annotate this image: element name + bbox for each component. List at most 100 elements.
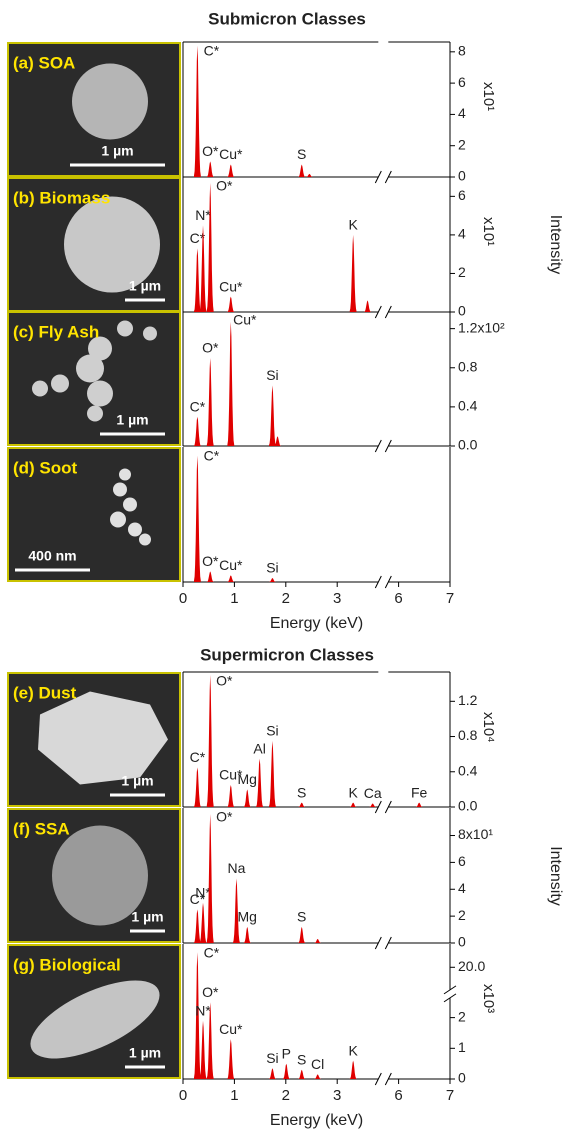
- axis-break: [384, 1072, 392, 1086]
- x-tick-label: 0: [179, 590, 187, 607]
- x-tick-label: 7: [446, 590, 454, 607]
- peak: [206, 182, 214, 312]
- y-tick-label: 0: [458, 303, 466, 319]
- peak: [282, 1063, 290, 1079]
- peak: [193, 909, 201, 943]
- peak-label: C*: [190, 398, 206, 414]
- peak-label: K: [348, 217, 358, 233]
- peak-label: Cu*: [233, 312, 257, 328]
- x-tick-label: 6: [394, 1087, 402, 1104]
- peak: [243, 789, 251, 807]
- peak: [298, 1069, 306, 1079]
- peak: [199, 902, 207, 943]
- particle-shape: [52, 825, 148, 926]
- axis-break: [443, 985, 457, 995]
- y-tick-label: 2: [458, 1008, 466, 1024]
- particle: [110, 468, 151, 546]
- y-tick-label: 0.4: [458, 398, 478, 414]
- x-tick-label: 0: [179, 1087, 187, 1104]
- y-tick-label: 8x10¹: [458, 826, 493, 842]
- peak-label: N*: [195, 207, 211, 223]
- x-tick-label: 1: [230, 1087, 238, 1104]
- particle: [64, 196, 160, 293]
- peak: [193, 248, 201, 312]
- y-break-gap: [447, 989, 453, 998]
- peak-label: Cu*: [219, 1021, 243, 1037]
- peak-label: Cu*: [219, 278, 243, 294]
- peak-label: S: [297, 909, 306, 925]
- particle: [30, 980, 160, 1059]
- peak-label: N*: [195, 1002, 211, 1018]
- particle-shape: [72, 63, 148, 140]
- y-tick-label: 2: [458, 907, 466, 923]
- y-axis-label: Intensity: [547, 846, 564, 906]
- x-tick-label: 7: [446, 1087, 454, 1104]
- section-title: Submicron Classes: [208, 9, 366, 28]
- peak-label: C*: [190, 891, 206, 907]
- axis-break: [374, 305, 382, 319]
- panel-label: (c) Fly Ash: [13, 322, 99, 341]
- y-multiplier: x10⁴: [480, 712, 497, 743]
- particle-shape: [110, 511, 126, 528]
- peak-label: S: [297, 784, 306, 800]
- peak: [233, 878, 240, 943]
- particle: [72, 63, 148, 140]
- y-axis-label: Intensity: [547, 215, 564, 275]
- axis-break: [384, 439, 392, 453]
- peak-label: Cu*: [219, 767, 243, 783]
- peak: [349, 234, 357, 312]
- peak: [193, 767, 201, 807]
- peak-label: O*: [202, 143, 219, 159]
- x-tick-label: 3: [333, 1087, 341, 1104]
- peak: [269, 578, 276, 582]
- scale-bar-label: 1 µm: [101, 143, 133, 159]
- particle-shape: [32, 380, 48, 397]
- peak-label: Si: [266, 560, 278, 576]
- panel-label: (e) Dust: [13, 683, 77, 702]
- y-tick-label: 20.0: [458, 958, 485, 974]
- peak-label: O*: [216, 673, 233, 689]
- y-tick-label: 2: [458, 264, 466, 280]
- peak-label: S: [297, 1051, 306, 1067]
- peak-label: P: [282, 1045, 291, 1061]
- scale-bar-label: 1 µm: [129, 278, 161, 294]
- peak-label: O*: [216, 178, 233, 194]
- axis-break: [384, 170, 392, 184]
- y-tick-label: 4: [458, 226, 466, 242]
- axis-break: [374, 439, 382, 453]
- particle: [32, 320, 157, 422]
- peak: [298, 164, 306, 177]
- peak: [364, 300, 371, 312]
- y-tick-label: 6: [458, 853, 466, 869]
- particle-shape: [38, 691, 168, 785]
- particle-shape: [87, 405, 103, 422]
- axis-break: [384, 936, 392, 950]
- axis-break: [384, 305, 392, 319]
- y-tick-label: 0: [458, 168, 466, 184]
- peak-label: Si: [266, 367, 278, 383]
- y-multiplier: x10³: [480, 984, 497, 1013]
- panel-label: (d) Soot: [13, 458, 78, 477]
- peak: [298, 802, 306, 807]
- peak: [314, 1074, 322, 1079]
- peak-label: Fe: [411, 784, 428, 800]
- x-axis-label: Energy (keV): [270, 1112, 363, 1129]
- axis-break: [443, 993, 457, 1003]
- peak-label: Mg: [238, 909, 257, 925]
- peak-label: C*: [204, 448, 220, 464]
- particle-shape: [88, 336, 112, 361]
- y-tick-label: 0.8: [458, 727, 478, 743]
- peak-label: O*: [216, 809, 233, 825]
- peak: [206, 814, 214, 943]
- particle-shape: [123, 497, 137, 512]
- peak: [349, 1060, 357, 1079]
- peak: [415, 802, 423, 807]
- peak: [269, 1068, 276, 1079]
- peak: [193, 952, 201, 1079]
- y-tick-label: 6: [458, 74, 466, 90]
- panel-label: (g) Biological: [13, 955, 121, 974]
- peak-label: Si: [266, 1050, 278, 1066]
- particle: [52, 825, 148, 926]
- peak: [227, 785, 235, 807]
- peak: [206, 1002, 214, 1079]
